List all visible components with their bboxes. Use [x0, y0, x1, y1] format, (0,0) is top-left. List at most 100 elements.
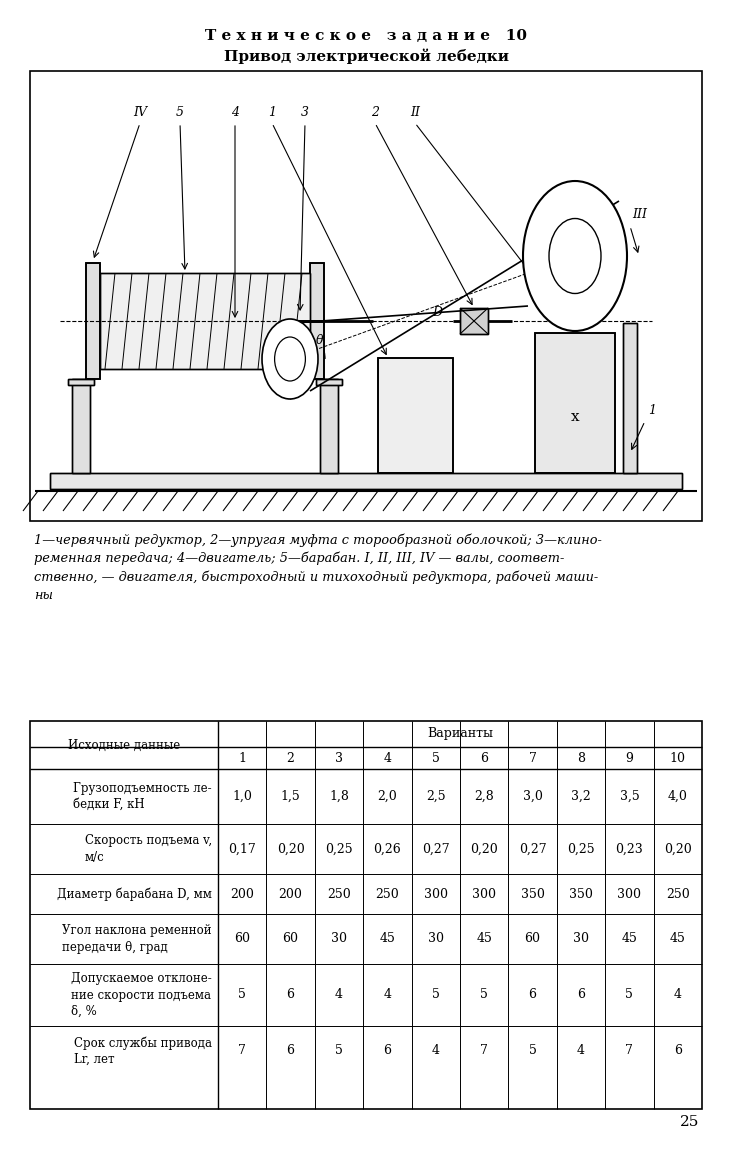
Text: Варианты: Варианты [427, 727, 493, 740]
Text: 0,25: 0,25 [325, 843, 353, 855]
Text: 300: 300 [617, 887, 641, 900]
Bar [316, 379, 342, 384]
Text: D: D [433, 306, 443, 319]
Text: 5: 5 [625, 989, 633, 1001]
Text: 7: 7 [480, 1044, 488, 1058]
Text: 200: 200 [279, 887, 302, 900]
Text: 0,27: 0,27 [422, 843, 449, 855]
Text: 4: 4 [673, 989, 681, 1001]
Text: 0,23: 0,23 [616, 843, 643, 855]
Bar [310, 262, 324, 379]
Text: 5: 5 [238, 989, 246, 1001]
Text: 2,5: 2,5 [426, 790, 446, 803]
Bar [50, 473, 682, 489]
Text: 250: 250 [376, 887, 399, 900]
Text: 6: 6 [480, 752, 488, 764]
Text: 45: 45 [379, 932, 395, 945]
Bar [535, 333, 615, 473]
Text: 4: 4 [432, 1044, 440, 1058]
Bar [100, 273, 310, 369]
Text: θ: θ [316, 334, 324, 346]
Text: 4: 4 [384, 989, 392, 1001]
Text: 4: 4 [335, 989, 343, 1001]
Text: 5: 5 [432, 752, 440, 764]
Text: 7: 7 [625, 1044, 633, 1058]
Text: 1—червячный редуктор, 2—упругая муфта с торообразной оболочкой; 3—клино-
ременна: 1—червячный редуктор, 2—упругая муфта с … [34, 533, 602, 602]
Text: 1,0: 1,0 [232, 790, 252, 803]
Bar [30, 71, 702, 521]
Ellipse shape [549, 219, 601, 294]
Text: 45: 45 [621, 932, 638, 945]
Text: 5: 5 [432, 989, 440, 1001]
Bar [535, 333, 615, 473]
Text: 6: 6 [287, 989, 294, 1001]
Text: Привод электрической лебедки: Привод электрической лебедки [223, 48, 509, 63]
Text: Скорость подъема v,
м/с: Скорость подъема v, м/с [85, 834, 212, 863]
Text: 30: 30 [427, 932, 444, 945]
Text: 4,0: 4,0 [668, 790, 688, 803]
Bar [68, 379, 94, 384]
Text: 3: 3 [301, 106, 309, 119]
Text: 3,0: 3,0 [523, 790, 542, 803]
Bar [460, 308, 488, 334]
Text: 1: 1 [648, 404, 656, 417]
Bar [320, 379, 338, 473]
Text: Срок службы привода
Lr, лет: Срок службы привода Lr, лет [74, 1036, 212, 1066]
Text: 4: 4 [577, 1044, 585, 1058]
Text: 45: 45 [477, 932, 492, 945]
Bar [320, 379, 338, 473]
Text: 0,17: 0,17 [228, 843, 256, 855]
Text: 5: 5 [529, 1044, 537, 1058]
Text: 200: 200 [231, 887, 254, 900]
Text: 0,20: 0,20 [664, 843, 692, 855]
Text: 5: 5 [335, 1044, 343, 1058]
Text: 10: 10 [670, 752, 686, 764]
Text: 30: 30 [573, 932, 589, 945]
Text: 60: 60 [525, 932, 541, 945]
Text: 1,8: 1,8 [329, 790, 349, 803]
Text: 25: 25 [680, 1115, 700, 1129]
Text: 4: 4 [384, 752, 392, 764]
Text: 60: 60 [234, 932, 250, 945]
Text: 7: 7 [238, 1044, 246, 1058]
Text: 2,0: 2,0 [378, 790, 397, 803]
Text: Исходные данные: Исходные данные [68, 739, 180, 752]
Text: 7: 7 [529, 752, 537, 764]
Text: 350: 350 [569, 887, 593, 900]
Text: IV: IV [133, 106, 147, 119]
Bar [86, 262, 100, 379]
Bar [310, 262, 324, 379]
Bar [72, 379, 90, 473]
Text: 8: 8 [577, 752, 585, 764]
Text: 6: 6 [384, 1044, 392, 1058]
Text: 6: 6 [287, 1044, 294, 1058]
Text: 250: 250 [666, 887, 690, 900]
Text: Допускаемое отклоне-
ние скорости подъема
δ, %: Допускаемое отклоне- ние скорости подъем… [71, 971, 212, 1017]
Text: 6: 6 [529, 989, 537, 1001]
Text: 2: 2 [371, 106, 379, 119]
Text: 4: 4 [231, 106, 239, 119]
Bar [86, 262, 100, 379]
Text: Т е х н и ч е с к о е   з а д а н и е   10: Т е х н и ч е с к о е з а д а н и е 10 [205, 29, 527, 43]
Ellipse shape [262, 319, 318, 399]
Bar [623, 323, 637, 473]
Text: 250: 250 [327, 887, 351, 900]
Ellipse shape [274, 337, 305, 381]
Text: III: III [632, 208, 647, 221]
Text: 0,27: 0,27 [519, 843, 546, 855]
Text: 0,25: 0,25 [567, 843, 595, 855]
Ellipse shape [523, 181, 627, 331]
Text: 3,2: 3,2 [571, 790, 591, 803]
Text: 5: 5 [176, 106, 184, 119]
Text: Грузоподъемность ле-
бедки F, кН: Грузоподъемность ле- бедки F, кН [73, 782, 212, 811]
Text: 2,8: 2,8 [474, 790, 494, 803]
Text: 2: 2 [287, 752, 294, 764]
Bar [50, 473, 682, 489]
Bar [316, 379, 342, 384]
Text: 60: 60 [283, 932, 299, 945]
Text: 300: 300 [472, 887, 496, 900]
Text: 45: 45 [670, 932, 686, 945]
Text: Угол наклона ременной
передачи θ, град: Угол наклона ременной передачи θ, град [62, 924, 212, 954]
Text: 1,5: 1,5 [281, 790, 300, 803]
Text: 3,5: 3,5 [619, 790, 639, 803]
